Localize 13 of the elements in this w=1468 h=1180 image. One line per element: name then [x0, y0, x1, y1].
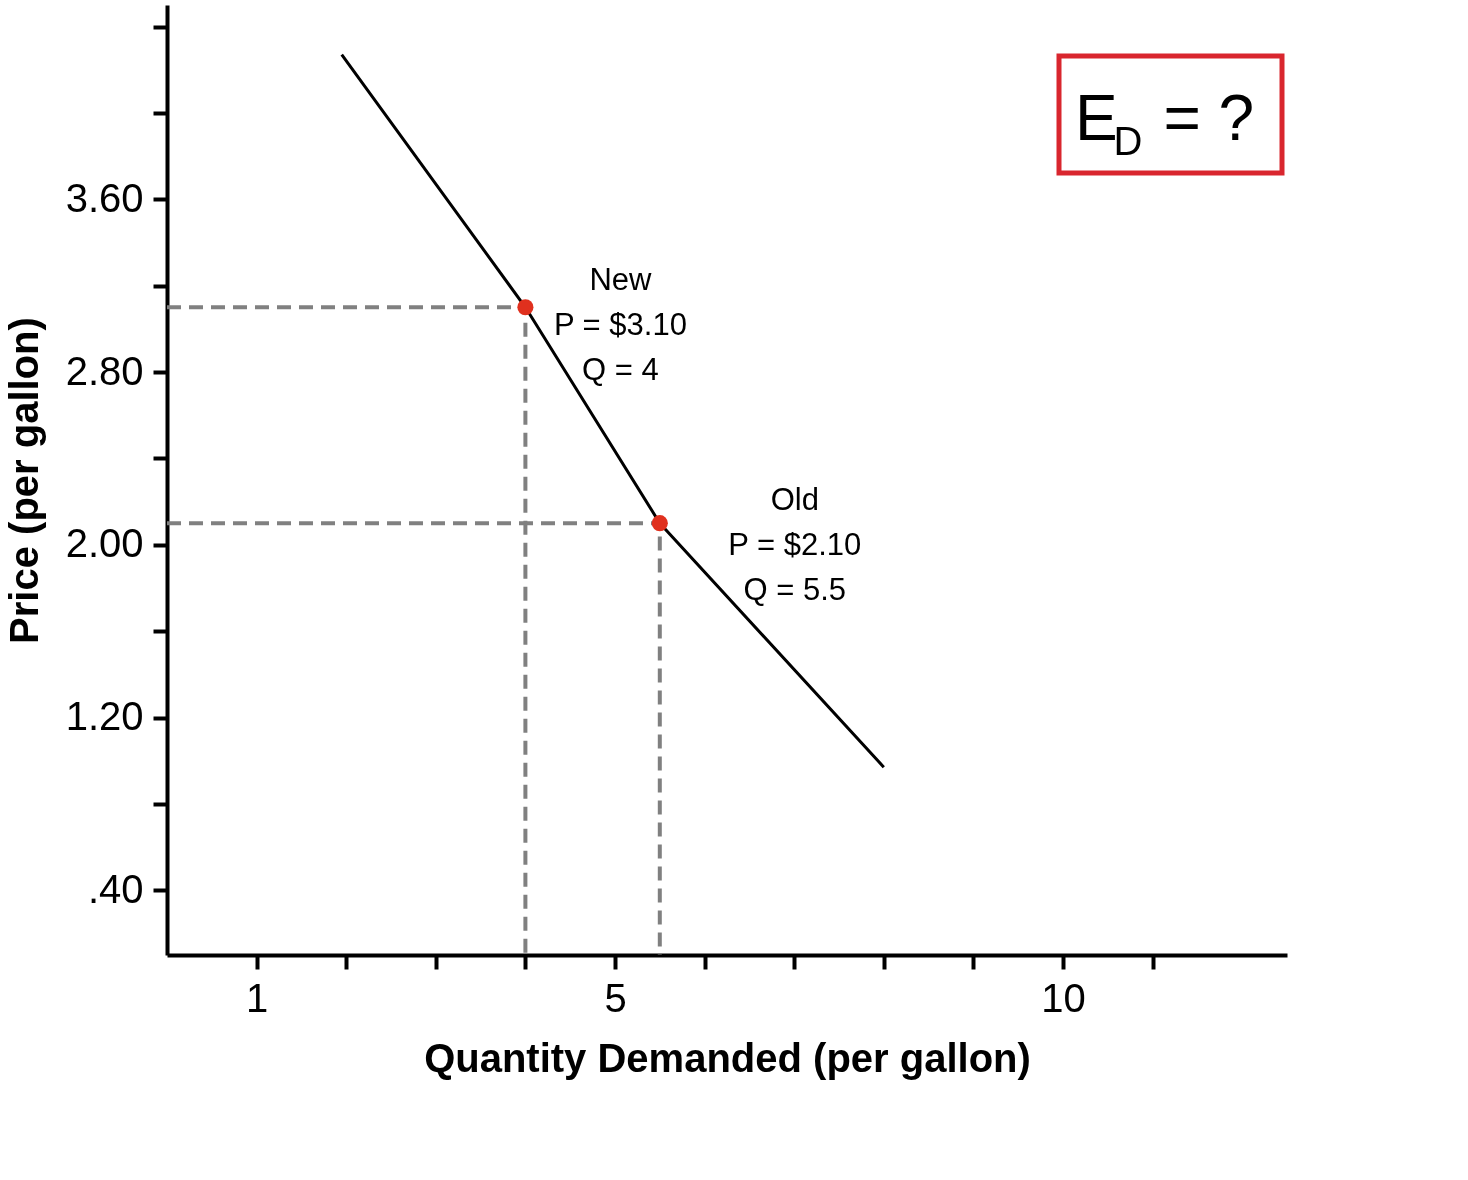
x-axis-title: Quantity Demanded (per gallon)	[424, 1035, 1031, 1080]
annotation: Old P = $2.10 Q = 5.5	[728, 482, 862, 608]
y-tick-label: 3.60	[65, 175, 144, 220]
x-tick-label: 10	[1041, 975, 1086, 1020]
x-tick-label: 1	[245, 975, 269, 1020]
y-tick-label: 1.20	[65, 694, 144, 738]
line-series	[340, 53, 886, 769]
x-tick-label: 5	[604, 975, 627, 1020]
y-tick-label: .40	[87, 866, 144, 911]
y-tick-label: 2.80	[65, 348, 144, 393]
y-tick-label: 2.00	[65, 521, 144, 566]
annotation: New P = $3.10 Q = 4	[553, 262, 687, 388]
y-axis-title: Price (per gallon)	[1, 317, 46, 644]
